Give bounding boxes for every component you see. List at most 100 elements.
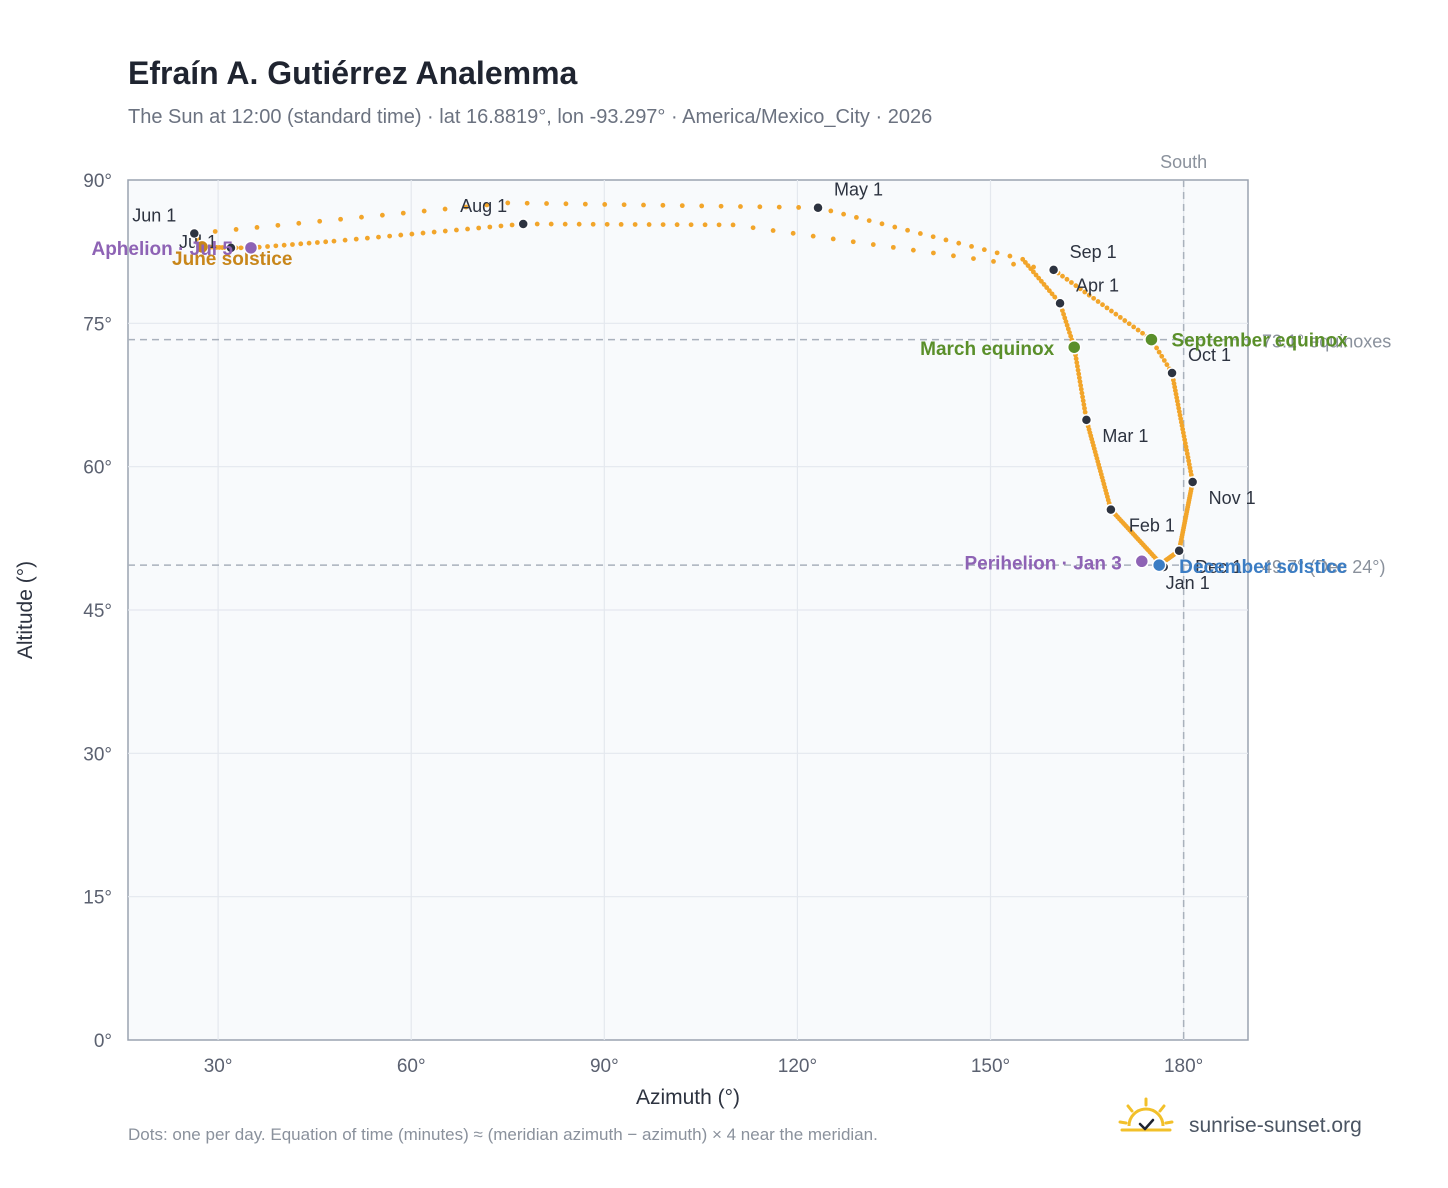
day-dot xyxy=(1062,315,1068,321)
day-dot xyxy=(1104,305,1110,311)
day-dot xyxy=(353,236,359,242)
day-dot xyxy=(1052,294,1058,300)
day-dot xyxy=(679,203,685,209)
day-dot xyxy=(1060,273,1065,279)
day-dot xyxy=(1068,280,1074,285)
day-dot xyxy=(776,204,782,210)
day-dot xyxy=(971,256,976,261)
brand-name: sunrise-sunset.org xyxy=(1189,1114,1362,1137)
day-dot xyxy=(750,225,756,231)
day-dot xyxy=(956,240,962,246)
day-dot xyxy=(660,222,666,227)
day-dot xyxy=(376,234,381,240)
day-dot xyxy=(632,222,638,227)
day-dot xyxy=(870,242,876,247)
month-marker-dot xyxy=(1105,503,1117,516)
event-markers: March equinox September equinox June solst… xyxy=(91,239,1348,578)
chart-subtitle: The Sun at 12:00 (standard time) · lat 1… xyxy=(128,106,932,128)
day-dot xyxy=(1031,264,1036,270)
day-dot xyxy=(1081,402,1087,407)
month-marker-dot xyxy=(1173,545,1185,557)
month-label: Nov 1 xyxy=(1209,488,1256,508)
day-dot xyxy=(487,224,493,230)
day-dot xyxy=(1065,326,1071,332)
day-dot xyxy=(1073,356,1079,362)
day-dot xyxy=(646,222,652,227)
day-dot xyxy=(1061,311,1066,317)
day-dot xyxy=(1109,308,1114,314)
day-dot xyxy=(604,221,610,227)
day-dot xyxy=(1079,390,1085,396)
day-dot xyxy=(879,221,885,227)
day-dot xyxy=(1064,276,1070,282)
day-dot xyxy=(1154,345,1159,351)
day-dot xyxy=(1060,308,1065,313)
event-marker-dot xyxy=(194,239,210,255)
day-dot xyxy=(850,239,856,245)
event-label: June solstice xyxy=(172,249,292,270)
day-dot xyxy=(1078,386,1084,392)
event-label: March equinox xyxy=(920,339,1055,360)
event-marker-dot xyxy=(1134,554,1150,569)
day-dot xyxy=(1046,288,1052,294)
day-dot xyxy=(364,235,370,241)
month-label: Dec 1 xyxy=(1195,557,1242,577)
day-dot xyxy=(290,242,295,247)
day-dot xyxy=(1131,324,1137,330)
day-dot xyxy=(1020,256,1026,262)
day-dot xyxy=(618,222,624,227)
month-label: Oct 1 xyxy=(1188,345,1231,365)
day-dot xyxy=(866,218,872,224)
x-tick-label: 60° xyxy=(397,1056,426,1077)
day-dot xyxy=(342,237,348,243)
day-dot xyxy=(281,242,287,248)
day-dot xyxy=(1067,330,1072,335)
day-dot xyxy=(582,201,588,207)
day-dot xyxy=(1082,289,1088,295)
event-label: December solstice xyxy=(1179,557,1347,578)
day-dot xyxy=(1100,302,1105,308)
month-label: Jun 1 xyxy=(132,206,176,226)
day-dot xyxy=(688,222,694,228)
day-dot xyxy=(1049,291,1055,297)
y-tick-label: 75° xyxy=(83,314,112,335)
x-tick-label: 150° xyxy=(971,1056,1010,1077)
month-marker-dot xyxy=(1166,367,1178,379)
day-dot xyxy=(1080,398,1086,404)
day-dot xyxy=(465,226,470,232)
day-dot xyxy=(699,203,705,209)
day-dot xyxy=(1007,253,1013,259)
sunrise-check-icon xyxy=(1118,1097,1174,1132)
brand-logo[interactable]: sunrise-sunset.org xyxy=(1118,1097,1362,1137)
event-label: Aphelion · Jul 5 xyxy=(91,239,233,260)
day-dot xyxy=(400,210,406,216)
month-marker-dot xyxy=(188,227,201,240)
day-dot xyxy=(1091,295,1097,301)
day-dot xyxy=(338,216,343,222)
day-dot xyxy=(991,259,996,264)
day-dot xyxy=(1078,383,1084,388)
month-label: Aug 1 xyxy=(460,196,507,216)
day-dot xyxy=(442,228,448,234)
chart-title: Efraín A. Gutiérrez Analemma xyxy=(128,55,578,91)
day-dot xyxy=(1082,405,1087,411)
day-dot xyxy=(431,229,437,235)
day-dot xyxy=(562,221,568,227)
day-dot xyxy=(454,227,459,233)
month-marker-dot xyxy=(225,242,237,254)
day-dot xyxy=(1064,322,1070,328)
day-dot xyxy=(757,204,763,210)
day-dot xyxy=(917,231,923,236)
day-dot xyxy=(1033,272,1039,278)
day-dot xyxy=(951,253,956,259)
month-marker-dot xyxy=(1047,264,1060,276)
day-dot xyxy=(1122,318,1128,323)
day-dot xyxy=(770,228,776,233)
day-dot xyxy=(590,221,596,227)
day-dot xyxy=(1126,321,1132,327)
day-dot xyxy=(421,208,427,214)
day-dot xyxy=(544,201,549,206)
day-dot xyxy=(854,214,859,220)
day-dot xyxy=(702,222,708,228)
x-axis-label: Azimuth (°) xyxy=(636,1086,740,1109)
